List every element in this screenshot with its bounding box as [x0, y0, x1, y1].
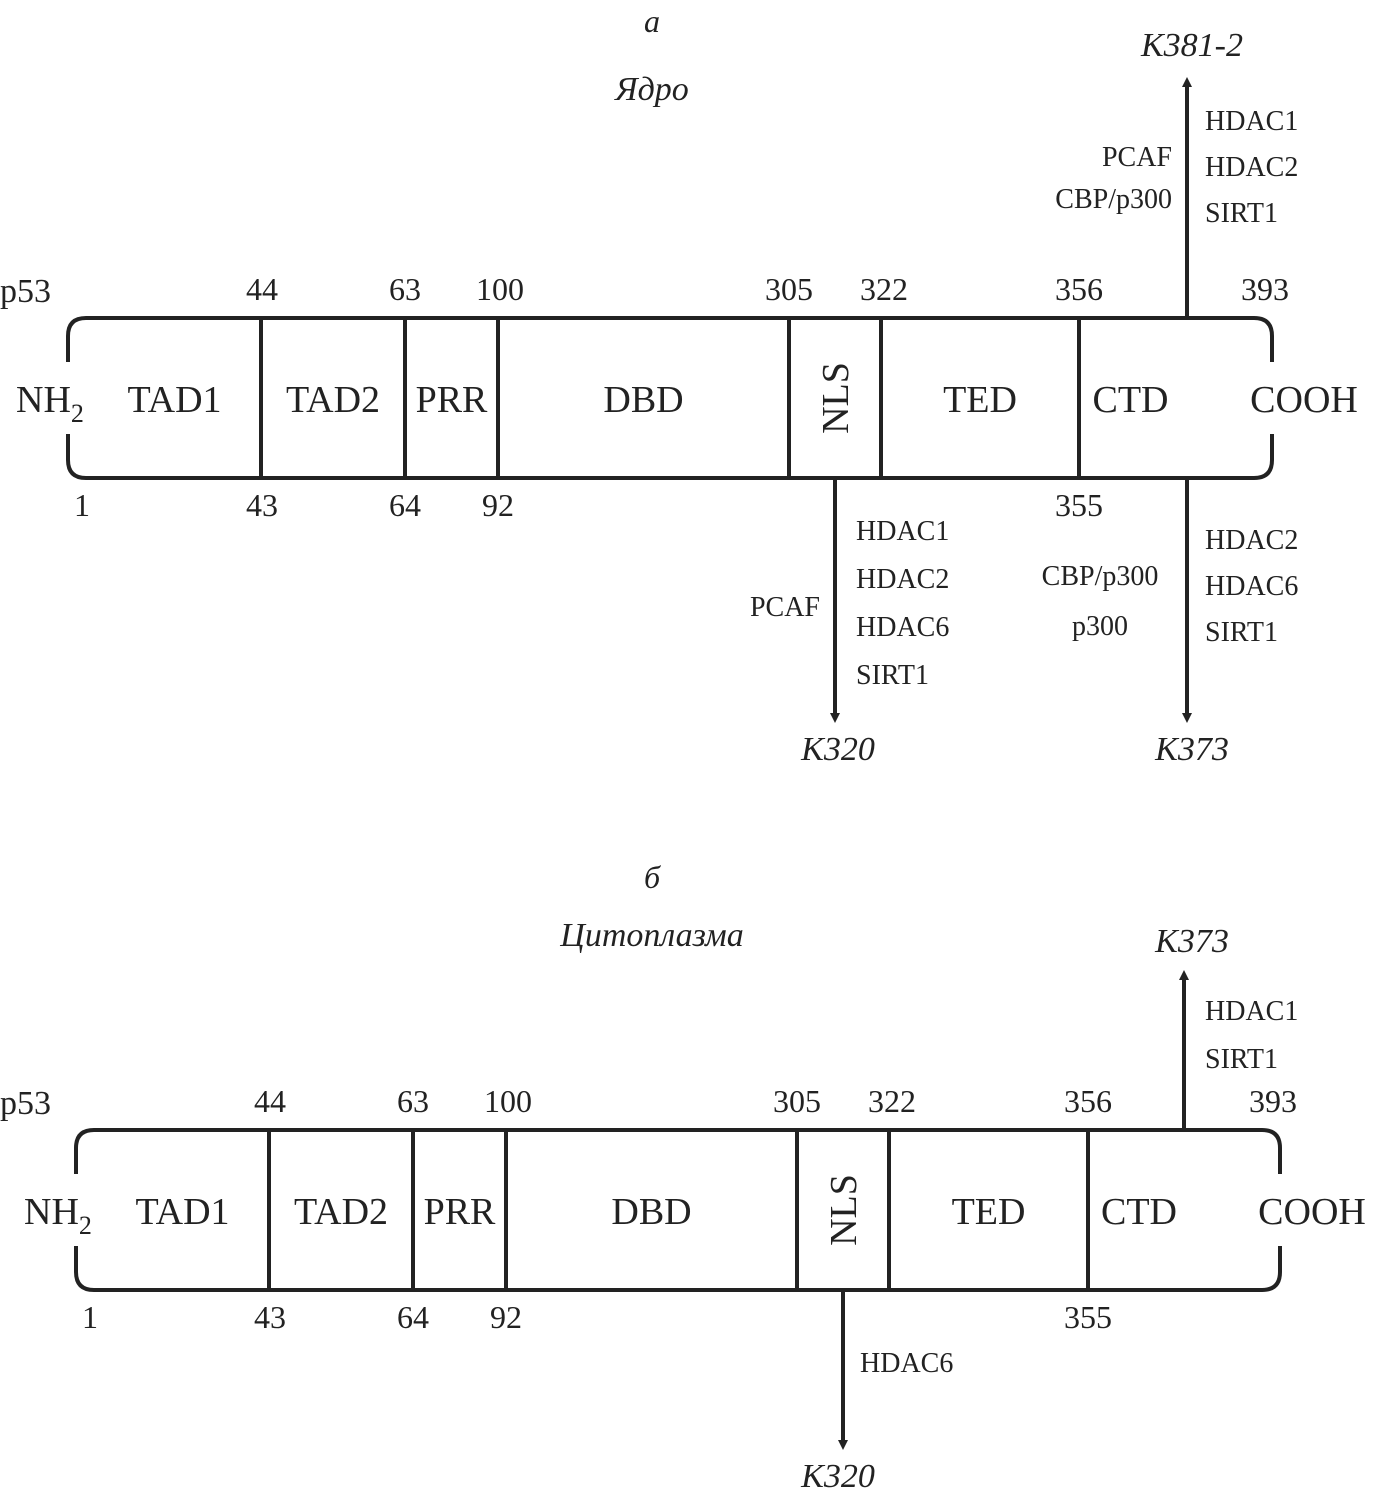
deacetylase-label: HDAC1: [856, 516, 949, 547]
domain-ctd: CTD: [1093, 379, 1169, 421]
domain-tad1: TAD1: [127, 379, 221, 421]
deacetylase-label: HDAC2: [1205, 152, 1298, 183]
acetylase-label: CBP/p300: [1042, 561, 1159, 592]
protein-box: [66, 316, 1274, 480]
residue-number-top: 44: [246, 271, 278, 307]
domain-dbd: DBD: [611, 1191, 691, 1233]
c-terminus-label: COOH: [1258, 1191, 1366, 1233]
residue-number-top: 322: [860, 271, 908, 307]
domain-tad2: TAD2: [294, 1191, 388, 1233]
deacetylase-label: SIRT1: [856, 660, 929, 691]
n-terminus-label: NH2: [16, 379, 84, 428]
acetylase-label: CBP/p300: [1055, 184, 1172, 215]
residue-number-top: 100: [476, 271, 524, 307]
residue-number-bottom: 355: [1055, 487, 1103, 523]
acetylase-label: PCAF: [1102, 142, 1172, 173]
residue-number-top: 44: [254, 1083, 286, 1119]
panel-cytoplasm: б Цитоплазма p53 NH2 COOH TAD1 TAD2 PRR DBD NLS TE…: [0, 859, 1366, 1495]
deacetylase-label: HDAC2: [1205, 525, 1298, 556]
residue-number-bottom: 64: [389, 487, 421, 523]
lysine-site-label: K373: [1154, 923, 1229, 960]
deacetylase-label: SIRT1: [1205, 617, 1278, 648]
panel-letter: б: [644, 859, 661, 895]
deacetylase-label: SIRT1: [1205, 198, 1278, 229]
residue-number-top: 305: [773, 1083, 821, 1119]
protein-label: p53: [0, 273, 51, 310]
panel-nucleus: а Ядро p53 NH2 COOH TAD1 TAD2 PRR DBD NLS TED CTD 44…: [0, 3, 1358, 768]
domain-ctd: CTD: [1101, 1191, 1177, 1233]
domain-tad1: TAD1: [135, 1191, 229, 1233]
domain-tad2: TAD2: [286, 379, 380, 421]
panel-title: Ядро: [613, 71, 689, 108]
deacetylase-label: SIRT1: [1205, 1044, 1278, 1075]
panel-letter: а: [644, 3, 660, 39]
residue-number-bottom: 92: [490, 1299, 522, 1335]
acetylase-label: p300: [1072, 611, 1128, 642]
domain-prr: PRR: [424, 1191, 496, 1233]
residue-number-bottom: 43: [254, 1299, 286, 1335]
residue-number-top: 393: [1241, 271, 1289, 307]
residue-number-bottom: 64: [397, 1299, 429, 1335]
lysine-site-label: K381-2: [1140, 27, 1243, 64]
residue-number-top: 305: [765, 271, 813, 307]
residue-number-top: 356: [1064, 1083, 1112, 1119]
residue-number-top: 63: [397, 1083, 429, 1119]
residue-number-bottom: 43: [246, 487, 278, 523]
domain-nls: NLS: [815, 362, 857, 434]
domain-ted: TED: [952, 1191, 1026, 1233]
deacetylase-label: HDAC2: [856, 564, 949, 595]
deacetylase-label: HDAC6: [856, 612, 949, 643]
lysine-site-label: K373: [1154, 731, 1229, 768]
residue-number-bottom: 1: [74, 487, 90, 523]
c-terminus-label: COOH: [1250, 379, 1358, 421]
deacetylase-label: HDAC6: [860, 1348, 953, 1379]
residue-number-top: 63: [389, 271, 421, 307]
residue-number-top: 322: [868, 1083, 916, 1119]
n-terminus-label: NH2: [24, 1191, 92, 1240]
panel-title: Цитоплазма: [559, 917, 743, 954]
domain-ted: TED: [943, 379, 1017, 421]
residue-number-top: 393: [1249, 1083, 1297, 1119]
deacetylase-label: HDAC1: [1205, 996, 1298, 1027]
deacetylase-label: HDAC1: [1205, 106, 1298, 137]
acetylase-label: PCAF: [750, 592, 820, 623]
residue-number-top: 356: [1055, 271, 1103, 307]
protein-box: [74, 1128, 1282, 1292]
residue-number-bottom: 92: [482, 487, 514, 523]
residue-number-top: 100: [484, 1083, 532, 1119]
domain-dbd: DBD: [603, 379, 683, 421]
domain-prr: PRR: [416, 379, 488, 421]
residue-number-bottom: 1: [82, 1299, 98, 1335]
domain-nls: NLS: [823, 1174, 865, 1246]
deacetylase-label: HDAC6: [1205, 571, 1298, 602]
lysine-site-label: K320: [800, 731, 875, 768]
residue-number-bottom: 355: [1064, 1299, 1112, 1335]
protein-label: p53: [0, 1085, 51, 1122]
lysine-site-label: K320: [800, 1458, 875, 1495]
